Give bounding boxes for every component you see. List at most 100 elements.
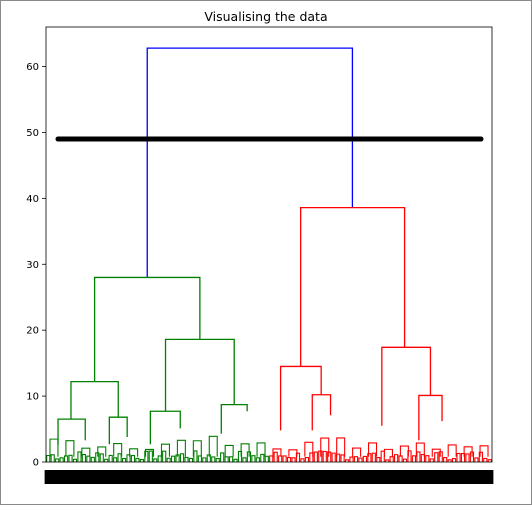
leaf-link (202, 457, 207, 462)
leaf-link (233, 458, 238, 462)
cluster-link (272, 448, 282, 457)
cluster-link (320, 437, 330, 457)
cluster-link (49, 438, 59, 457)
cluster-link (415, 442, 425, 457)
y-tick-label: 60 (26, 62, 39, 73)
cluster-link (431, 448, 441, 457)
leaf-link (113, 457, 118, 462)
leaf-link (389, 456, 394, 462)
cluster-link (192, 440, 202, 457)
leaf-link (416, 451, 421, 462)
dendrogram-link (108, 416, 128, 445)
leaf-link (211, 456, 216, 462)
y-tick-label: 10 (26, 392, 39, 403)
cluster-link (479, 445, 489, 457)
leaf-link (81, 454, 87, 462)
cluster-link (399, 445, 409, 457)
dendrogram-link (70, 380, 119, 420)
dendrogram-link (149, 410, 181, 445)
leaf-link (358, 457, 363, 462)
cluster-link (336, 437, 346, 457)
dendrogram-link (57, 418, 86, 445)
leaf-link (184, 456, 189, 462)
y-tick-label: 30 (26, 260, 39, 271)
cluster-link (352, 447, 362, 457)
leaf-link (295, 452, 301, 462)
leaf-link (68, 454, 73, 462)
leaf-link (126, 454, 131, 462)
leaf-link (121, 458, 127, 462)
leaf-link (117, 453, 122, 462)
leaf-link (402, 458, 408, 462)
leaf-link (380, 450, 385, 462)
leaf-link (153, 458, 158, 462)
leaf-link (242, 457, 247, 462)
leaf-link (179, 453, 185, 462)
leaf-link (255, 457, 260, 462)
leaf-link (264, 455, 269, 462)
leaf-link (170, 455, 176, 462)
leaf-link (148, 450, 153, 462)
leaf-link (86, 455, 91, 462)
leaf-link (309, 452, 314, 462)
dendrogram-link (381, 346, 432, 426)
leaf-link (251, 455, 256, 462)
leaf-link (157, 455, 162, 462)
leaf-link (465, 453, 470, 462)
leaf-link (398, 455, 403, 462)
leaf-link (228, 456, 234, 462)
leaf-link (46, 454, 51, 462)
leaf-link (278, 455, 283, 462)
leaf-link (162, 450, 167, 462)
leaf-link (55, 458, 60, 462)
leaf-link (99, 453, 104, 462)
leaf-link (63, 455, 69, 462)
cluster-link (176, 439, 186, 457)
leaf-label (488, 470, 494, 484)
cluster-link (288, 449, 298, 457)
leaf-link (108, 454, 113, 462)
cluster-link (240, 443, 250, 457)
leaf-link (144, 450, 149, 462)
leaf-link (260, 453, 265, 462)
cluster-link (145, 448, 155, 457)
leaf-link (286, 457, 292, 462)
leaf-link (443, 457, 448, 462)
leaf-link (429, 458, 434, 462)
dendrogram-link (418, 394, 443, 441)
cluster-link (463, 446, 473, 457)
leaf-link (447, 459, 452, 462)
y-tick-label: 0 (33, 458, 39, 469)
leaf-link (220, 452, 225, 462)
dendrogram-link (300, 206, 406, 367)
leaf-link (425, 455, 430, 462)
leaf-link (385, 459, 390, 462)
leaf-link (139, 459, 145, 462)
leaf-link (224, 456, 229, 462)
chart-title: Visualising the data (204, 9, 328, 24)
leaf-link (188, 457, 194, 462)
leaf-link (59, 457, 64, 462)
leaf-link (376, 457, 381, 462)
plot-border (45, 26, 493, 463)
leaf-link (72, 458, 78, 462)
leaf-link (269, 455, 274, 462)
leaf-link (460, 453, 466, 462)
leaf-link (353, 456, 359, 462)
leaf-link (336, 453, 341, 462)
cluster-link (304, 441, 314, 457)
leaf-link (456, 452, 461, 462)
dendrogram-link (164, 338, 235, 412)
cluster-link (113, 443, 123, 457)
leaf-link (237, 450, 243, 462)
leaf-link (434, 452, 439, 462)
leaf-link (349, 456, 354, 462)
leaf-link (313, 451, 318, 462)
cluster-link (97, 446, 107, 457)
cluster-link (447, 444, 457, 457)
cluster-link (129, 448, 139, 457)
leaf-link (371, 452, 376, 462)
dendrogram-link (146, 47, 354, 278)
dendrogram-link (93, 276, 201, 382)
